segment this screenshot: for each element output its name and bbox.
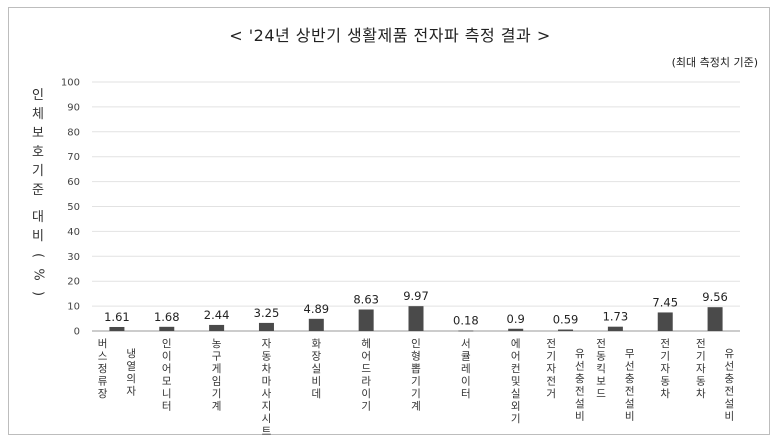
chart-note: (최대 측정치 기준) [671,56,758,69]
y-tick-label: 10 [67,302,80,313]
y-tick-label: 90 [67,102,80,113]
data-label: 1.73 [603,310,629,324]
y-tick-label: 50 [67,202,80,213]
y-tick-label: 60 [67,177,80,188]
data-label: 4.89 [304,302,330,316]
data-label: 7.45 [652,295,678,309]
bar [707,307,723,331]
y-axis-label-char: 대 [32,210,44,225]
bar [308,318,324,331]
y-axis-label-char: 기 [32,164,44,179]
y-axis-label-char: 인 [32,88,44,103]
y-tick-label: 20 [67,277,80,288]
y-axis-label-char: 보 [32,126,44,141]
y-axis-label-char: 비 [32,229,44,244]
y-tick-labels: 0 10 20 30 40 50 60 70 80 90 100 [61,78,80,338]
bar [109,326,125,331]
bar [408,306,424,331]
bar [458,330,474,332]
y-tick-label: 100 [61,78,80,89]
y-axis-label-char: 체 [32,107,44,122]
data-label: 0.59 [553,313,579,327]
y-tick-label: 70 [67,152,80,163]
bar [159,326,175,331]
y-axis-label-char: 준 [32,183,44,198]
data-label: 1.61 [104,310,130,324]
gridlines [92,81,740,332]
bar [558,329,574,331]
y-tick-label: 80 [67,127,80,138]
bar [657,312,673,331]
bar [358,309,374,331]
data-label: 2.44 [204,308,230,322]
data-labels: 1.61 1.68 2.44 3.25 4.89 8.63 9.97 0.18 0.9 0.59 1… [104,289,728,327]
y-tick-label: 0 [74,327,80,338]
y-axis-label-char: 호 [32,145,44,160]
data-label: 3.25 [254,306,280,320]
bar [508,328,524,331]
bars [109,306,723,332]
y-tick-label: 30 [67,252,80,263]
bar [607,326,623,331]
data-label: 0.9 [507,312,525,326]
bar [258,322,274,331]
bar [209,324,225,331]
data-label: 0.18 [453,314,479,328]
data-label: 9.97 [403,289,429,303]
chart-title: < '24년 상반기 생활제품 전자파 측정 결과 > [229,26,551,45]
category-labels: 버 스 정 류 장 냉 열 의 자 인 이 어 모 니 터 농 구 게 임 기 계 자 동 차 마 사 지 시 트 화 장 실 비 데 헤 어 드 라 이 기… [98,337,735,438]
data-label: 1.68 [154,310,180,324]
data-label: 8.63 [353,293,379,307]
chart-frame [8,7,770,435]
y-tick-label: 40 [67,227,80,238]
data-label: 9.56 [702,290,728,304]
